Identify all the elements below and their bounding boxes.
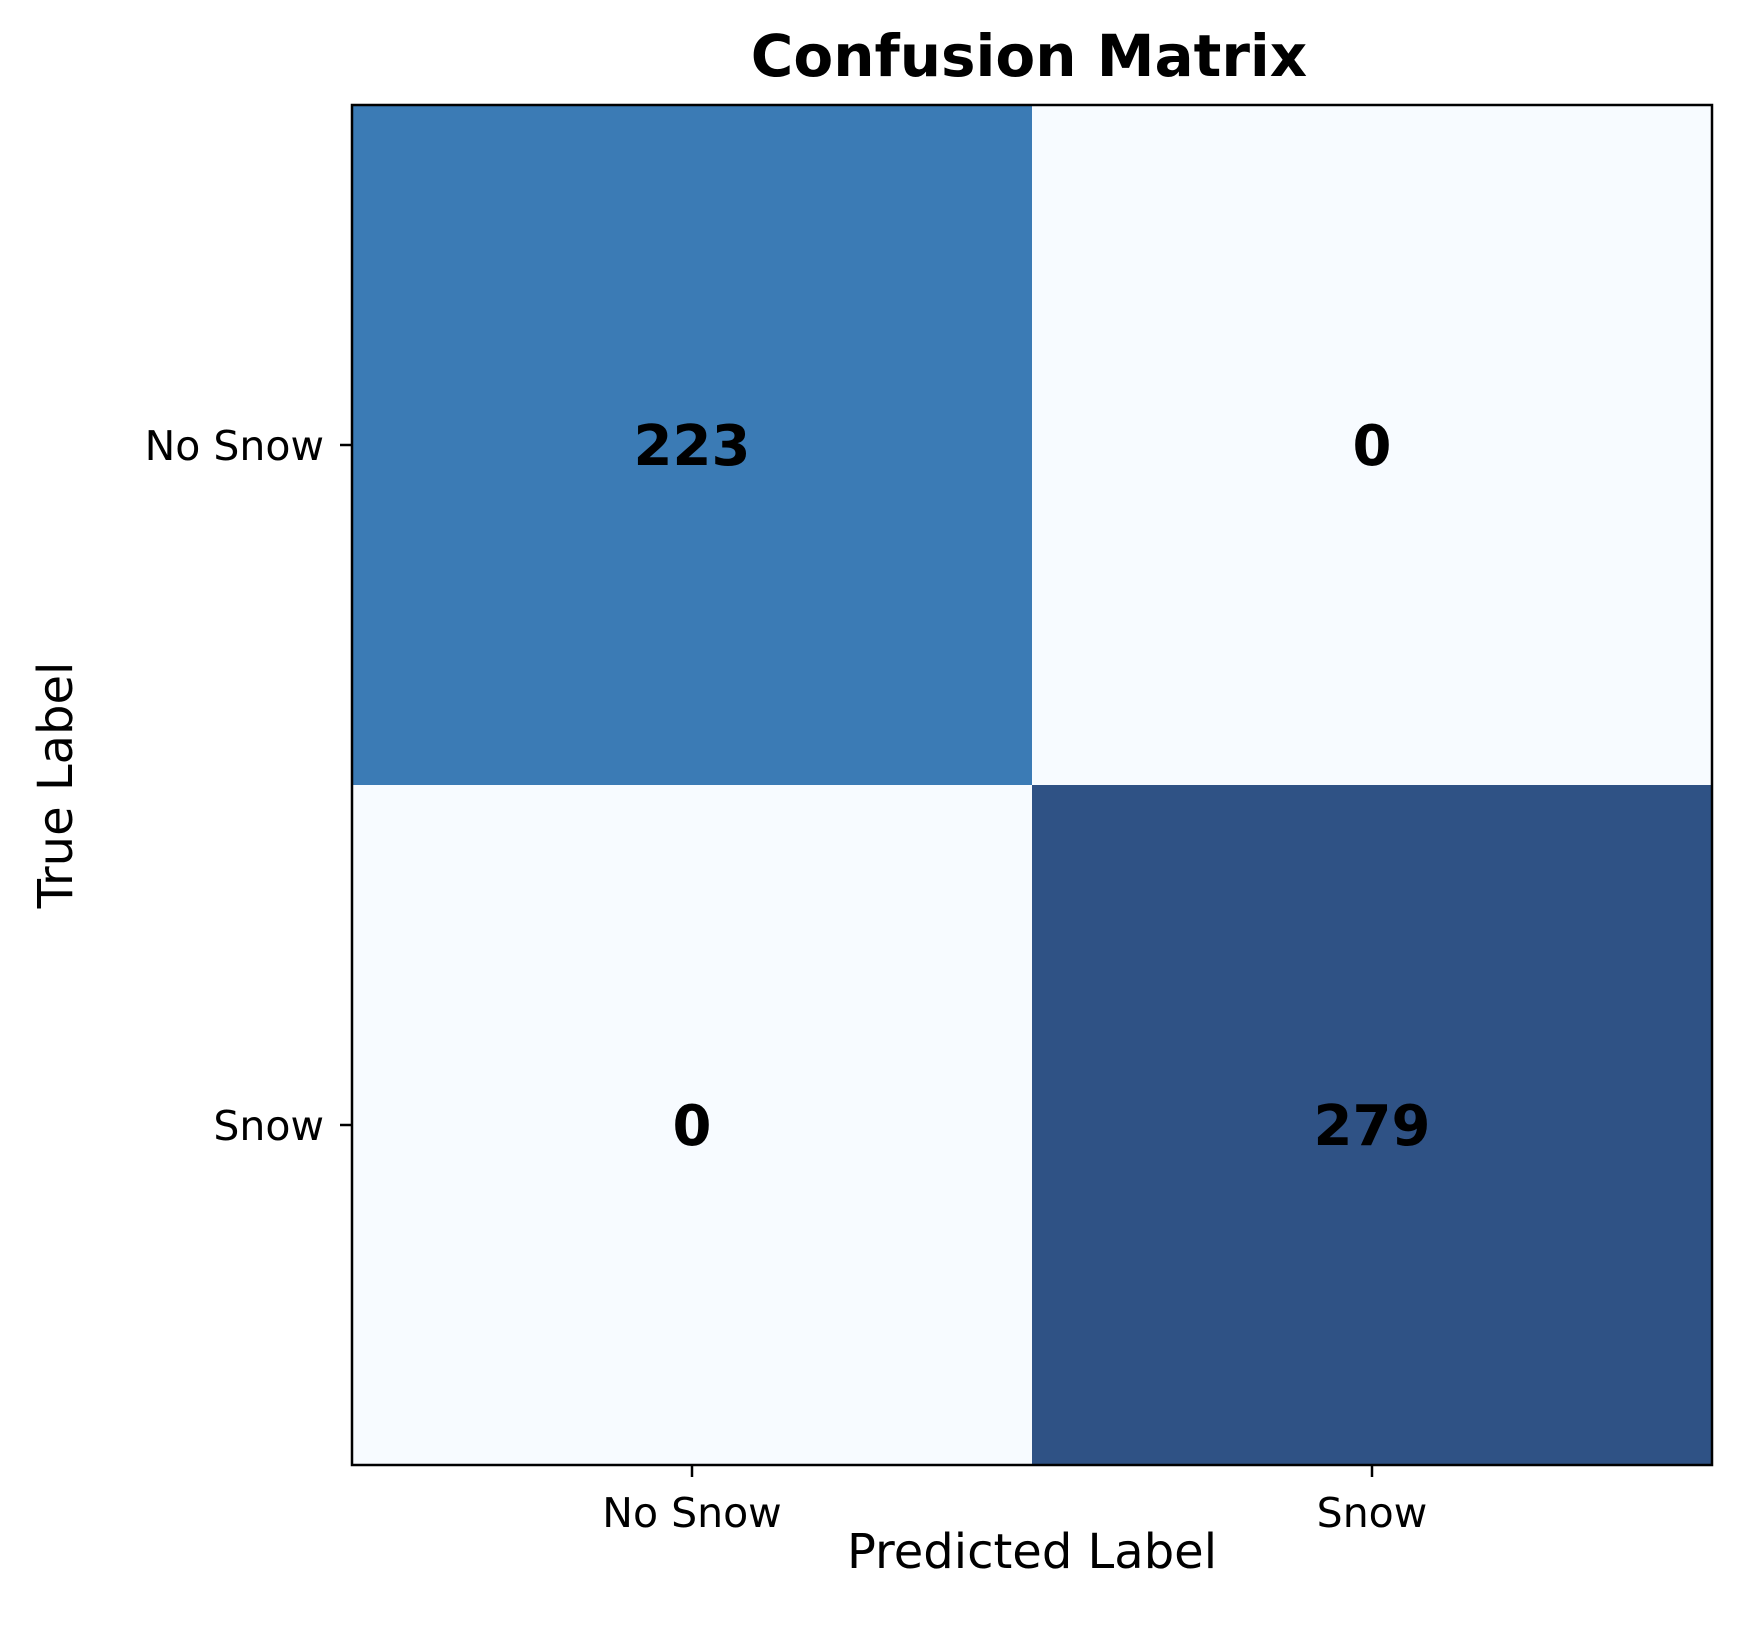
heatmap-cells: 223 0 0 279: [352, 105, 1712, 1465]
matrix-cell: [1032, 785, 1712, 1465]
matrix-cell: [352, 105, 1032, 785]
x-axis-label: Predicted Label: [847, 1524, 1217, 1580]
y-axis-label: True Label: [28, 662, 84, 910]
y-tick-label: Snow: [213, 1102, 324, 1150]
cell-value-label: 223: [634, 414, 751, 479]
y-axis-ticks: No Snow Snow: [145, 422, 352, 1150]
x-tick-label: Snow: [1317, 1489, 1428, 1537]
x-axis-ticks: No Snow Snow: [602, 1465, 1427, 1537]
chart-title: Confusion Matrix: [751, 22, 1307, 90]
y-tick-label: No Snow: [145, 422, 324, 470]
cell-value-label: 279: [1314, 1094, 1431, 1159]
plot-frame: [350, 103, 1714, 1467]
matrix-cell: [1032, 105, 1712, 785]
cell-value-label: 0: [1353, 414, 1392, 479]
matrix-cell: [352, 785, 1032, 1465]
cell-value-label: 0: [673, 1094, 712, 1159]
x-tick-label: No Snow: [602, 1489, 781, 1537]
